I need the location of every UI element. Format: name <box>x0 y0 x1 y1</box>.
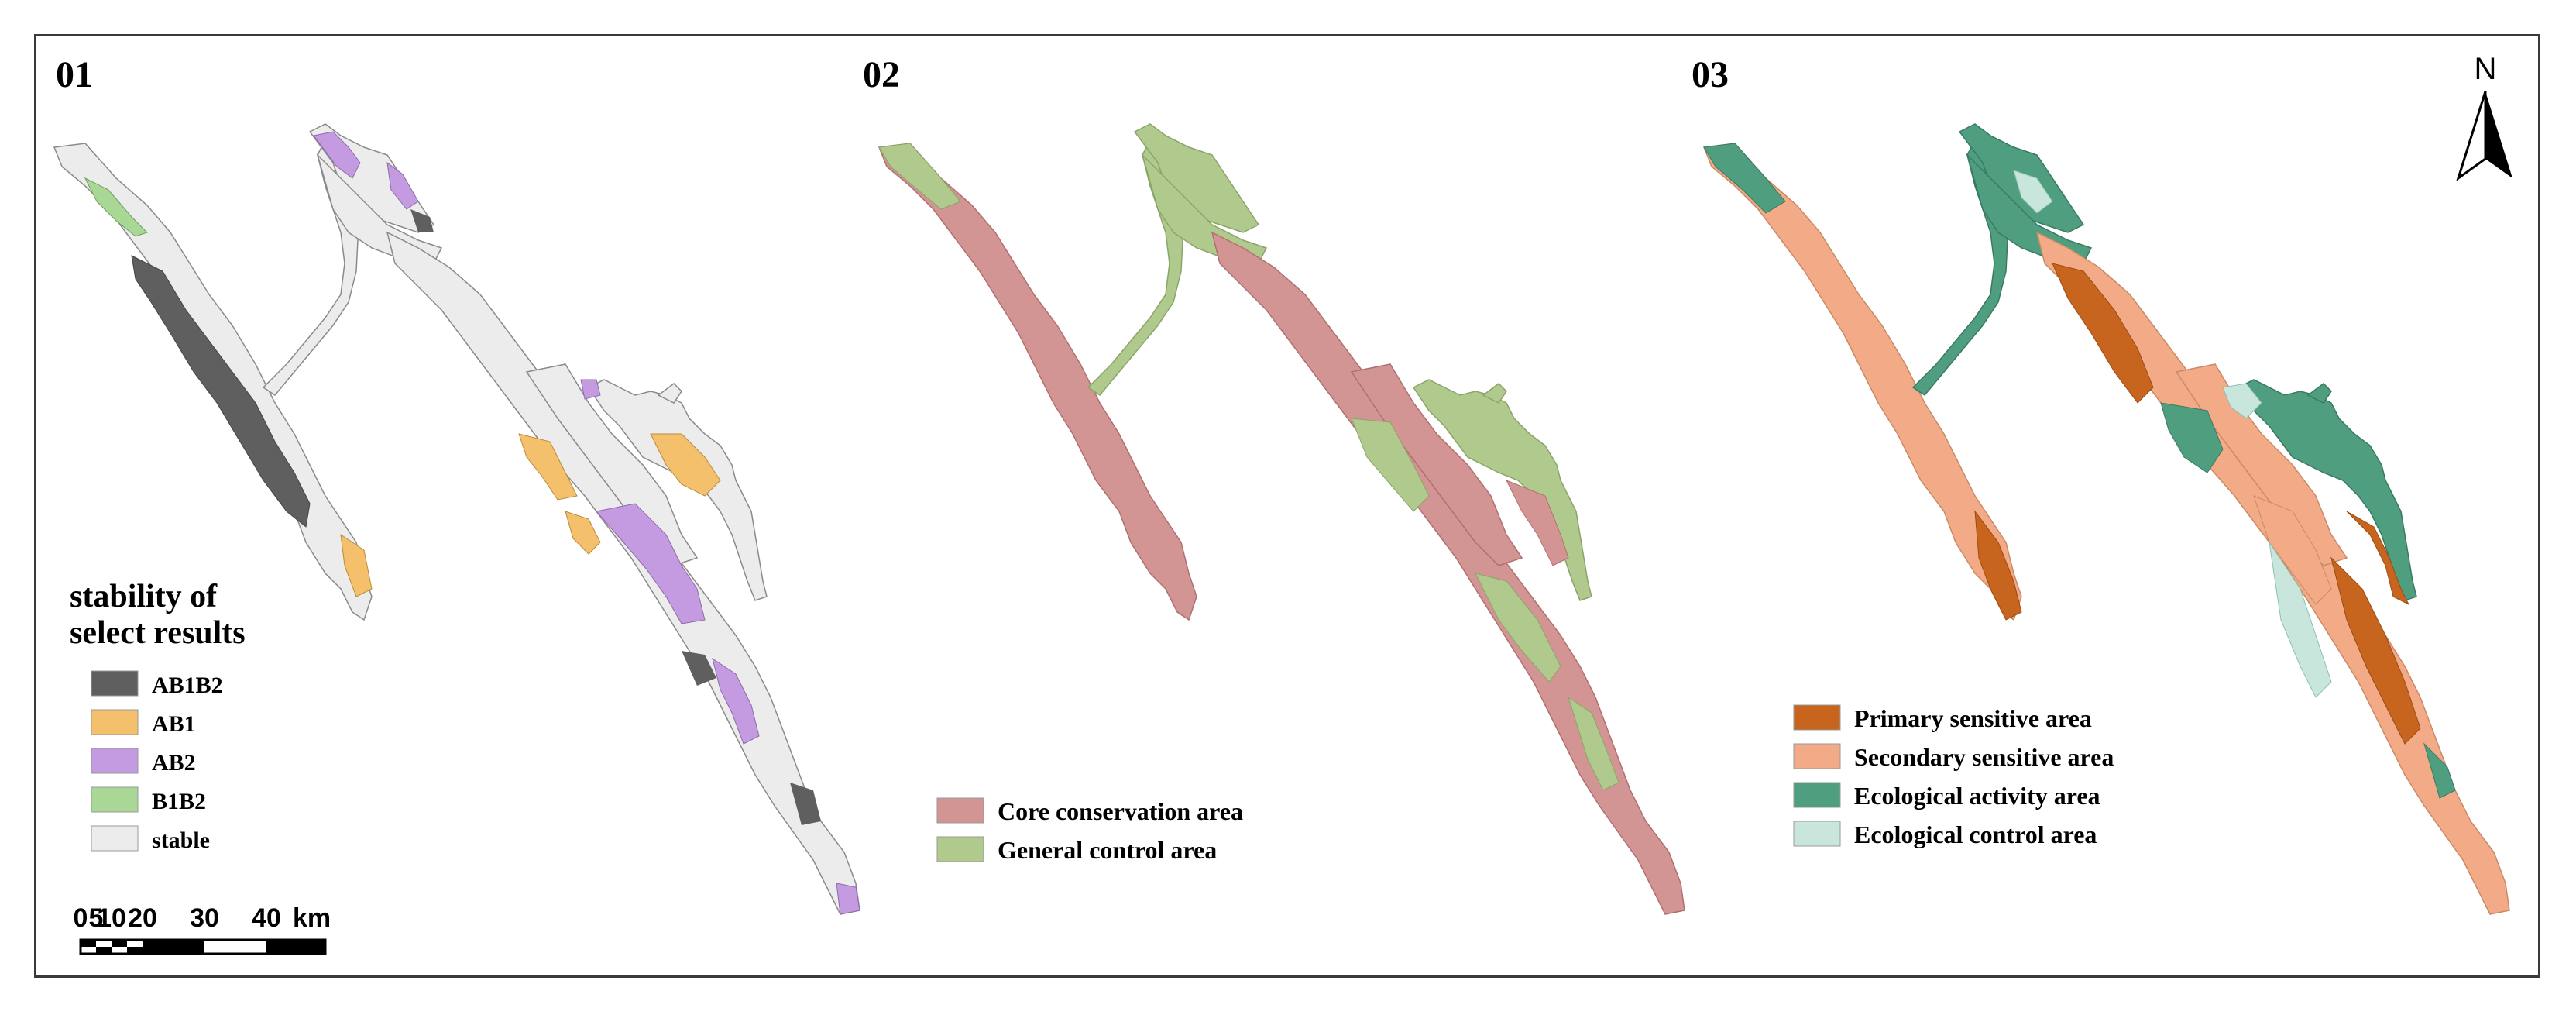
legend01-label-4: stable <box>152 827 210 853</box>
legend-title-line2: select results <box>70 615 246 651</box>
legend01-label-0: AB1B2 <box>152 673 223 698</box>
panel-01-map <box>53 123 860 915</box>
legend01-swatch-2 <box>91 748 139 774</box>
legend03-label-0: Primary sensitive area <box>1854 704 2092 732</box>
legend03-label-1: Secondary sensitive area <box>1854 743 2114 771</box>
panel-number-03: 03 <box>1692 54 1729 95</box>
scale-tick-5: 40 <box>252 903 281 933</box>
scale-tick-2: 10 <box>97 903 126 933</box>
panel-03-legend: Primary sensitive area Secondary sensitiv… <box>1793 704 2114 848</box>
legend03-label-3: Ecological control area <box>1854 821 2097 848</box>
legend02-label-1: General control area <box>998 836 1217 864</box>
panel-number-01: 01 <box>56 54 93 95</box>
north-arrow: N <box>2456 52 2512 181</box>
scale-tick-4: 30 <box>190 903 219 933</box>
scale-tick-3: 20 <box>128 903 157 933</box>
panel-03-map <box>1703 123 2510 915</box>
north-arrow-label: N <box>2475 52 2497 86</box>
legend01-swatch-3 <box>91 786 139 813</box>
panel-01-legend: stability of select results AB1B2 AB1 AB2 B… <box>70 579 246 853</box>
scale-tick-0: 0 <box>74 903 88 933</box>
north-arrow-icon <box>2485 91 2512 178</box>
legend03-swatch-0 <box>1793 704 1841 731</box>
legend03-label-2: Ecological activity area <box>1854 782 2100 810</box>
legend03-swatch-3 <box>1793 821 1841 847</box>
legend-title-line1: stability of <box>70 579 218 614</box>
legend01-label-2: AB2 <box>152 750 196 776</box>
legend01-swatch-1 <box>91 709 139 735</box>
panel-number-02: 02 <box>863 54 900 95</box>
legend01-label-1: AB1 <box>152 711 196 737</box>
legend02-swatch-0 <box>936 797 984 824</box>
scale-unit: km <box>293 903 331 933</box>
panel-02-map <box>878 123 1685 915</box>
legend01-swatch-4 <box>91 825 139 852</box>
panel-02-legend: Core conservation area General control ar… <box>936 797 1243 864</box>
legend01-swatch-0 <box>91 670 139 697</box>
legend03-swatch-1 <box>1793 743 1841 769</box>
legend02-label-0: Core conservation area <box>998 797 1243 825</box>
legend01-label-3: B1B2 <box>152 789 206 814</box>
legend03-swatch-2 <box>1793 782 1841 808</box>
scale-bar: 0 510 20 30 40 km <box>74 903 331 955</box>
legend02-swatch-1 <box>936 836 984 862</box>
scale-tick-1: 5 <box>89 903 104 933</box>
map-frame <box>34 34 2540 978</box>
